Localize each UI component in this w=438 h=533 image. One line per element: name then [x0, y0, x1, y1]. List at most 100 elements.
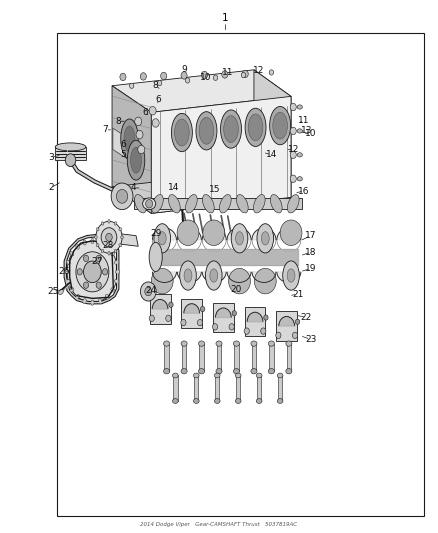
Polygon shape [202, 272, 226, 282]
Text: 20: 20 [231, 285, 242, 294]
Polygon shape [252, 228, 276, 240]
Circle shape [222, 71, 228, 78]
Ellipse shape [270, 107, 290, 145]
Ellipse shape [216, 368, 222, 374]
Text: 12: 12 [287, 145, 299, 154]
Polygon shape [177, 228, 201, 240]
Ellipse shape [297, 105, 302, 109]
Circle shape [242, 70, 248, 78]
Polygon shape [252, 272, 276, 282]
Text: 2: 2 [48, 183, 54, 192]
Polygon shape [112, 70, 291, 112]
Polygon shape [134, 198, 302, 209]
Ellipse shape [196, 112, 217, 150]
Circle shape [244, 328, 249, 334]
Text: 13: 13 [300, 126, 312, 135]
Ellipse shape [194, 373, 199, 378]
Polygon shape [227, 272, 251, 282]
Text: 26: 26 [58, 268, 70, 276]
Polygon shape [244, 307, 265, 336]
Ellipse shape [108, 220, 110, 223]
Circle shape [84, 261, 101, 282]
Text: 15: 15 [209, 185, 220, 194]
Ellipse shape [181, 368, 187, 374]
Text: 2014 Dodge Viper   Gear-CAMSHAFT Thrust   5037819AC: 2014 Dodge Viper Gear-CAMSHAFT Thrust 50… [141, 522, 297, 527]
Text: 18: 18 [305, 248, 316, 257]
Circle shape [269, 70, 274, 75]
Polygon shape [202, 228, 226, 240]
Circle shape [83, 282, 88, 288]
Text: 27: 27 [91, 257, 102, 265]
Ellipse shape [111, 288, 115, 292]
Ellipse shape [203, 220, 225, 246]
Polygon shape [112, 86, 151, 213]
Ellipse shape [254, 195, 265, 213]
Text: 24: 24 [146, 286, 157, 295]
Ellipse shape [134, 195, 146, 213]
Ellipse shape [83, 298, 86, 304]
Circle shape [149, 107, 156, 115]
Ellipse shape [273, 112, 287, 139]
Ellipse shape [287, 269, 295, 282]
Text: 5: 5 [120, 150, 126, 159]
Circle shape [185, 78, 190, 83]
Ellipse shape [297, 153, 302, 157]
Text: 10: 10 [200, 73, 212, 82]
Ellipse shape [219, 195, 231, 213]
Text: 6: 6 [120, 140, 126, 149]
Text: 21: 21 [292, 289, 303, 298]
Circle shape [102, 269, 108, 275]
Ellipse shape [59, 289, 64, 295]
Ellipse shape [65, 270, 69, 273]
Ellipse shape [119, 228, 122, 231]
Ellipse shape [152, 195, 163, 213]
Ellipse shape [99, 240, 102, 245]
Ellipse shape [180, 261, 196, 290]
Ellipse shape [91, 238, 94, 244]
Polygon shape [217, 344, 221, 371]
Ellipse shape [236, 232, 244, 245]
Ellipse shape [277, 373, 283, 378]
Polygon shape [277, 272, 301, 282]
Ellipse shape [108, 252, 110, 255]
Circle shape [106, 233, 112, 241]
Ellipse shape [99, 298, 102, 304]
Text: 29: 29 [150, 229, 161, 238]
Ellipse shape [198, 368, 205, 374]
Bar [57, 33, 424, 516]
Ellipse shape [210, 269, 218, 282]
Ellipse shape [151, 268, 173, 294]
Text: 6: 6 [155, 94, 161, 103]
Ellipse shape [124, 126, 135, 152]
Text: 17: 17 [305, 231, 316, 240]
Ellipse shape [149, 243, 162, 271]
Ellipse shape [119, 244, 122, 247]
Ellipse shape [127, 140, 145, 180]
Circle shape [83, 255, 88, 262]
Ellipse shape [215, 399, 220, 403]
Ellipse shape [154, 224, 170, 253]
Circle shape [152, 119, 159, 127]
Ellipse shape [70, 252, 74, 256]
Text: 4: 4 [131, 183, 137, 192]
Polygon shape [182, 344, 186, 371]
Polygon shape [257, 375, 261, 401]
Circle shape [290, 175, 296, 182]
Circle shape [111, 183, 133, 209]
Ellipse shape [83, 240, 86, 245]
Ellipse shape [286, 341, 292, 346]
Ellipse shape [261, 232, 269, 245]
Ellipse shape [256, 373, 262, 378]
Ellipse shape [91, 300, 94, 305]
Ellipse shape [237, 195, 248, 213]
Circle shape [141, 282, 156, 301]
Polygon shape [234, 344, 239, 371]
Text: 8: 8 [116, 117, 121, 126]
Ellipse shape [202, 195, 214, 213]
Ellipse shape [163, 368, 170, 374]
Ellipse shape [268, 368, 275, 374]
Ellipse shape [96, 228, 99, 231]
Text: 28: 28 [102, 241, 113, 250]
Polygon shape [247, 312, 263, 322]
Text: 22: 22 [301, 312, 312, 321]
